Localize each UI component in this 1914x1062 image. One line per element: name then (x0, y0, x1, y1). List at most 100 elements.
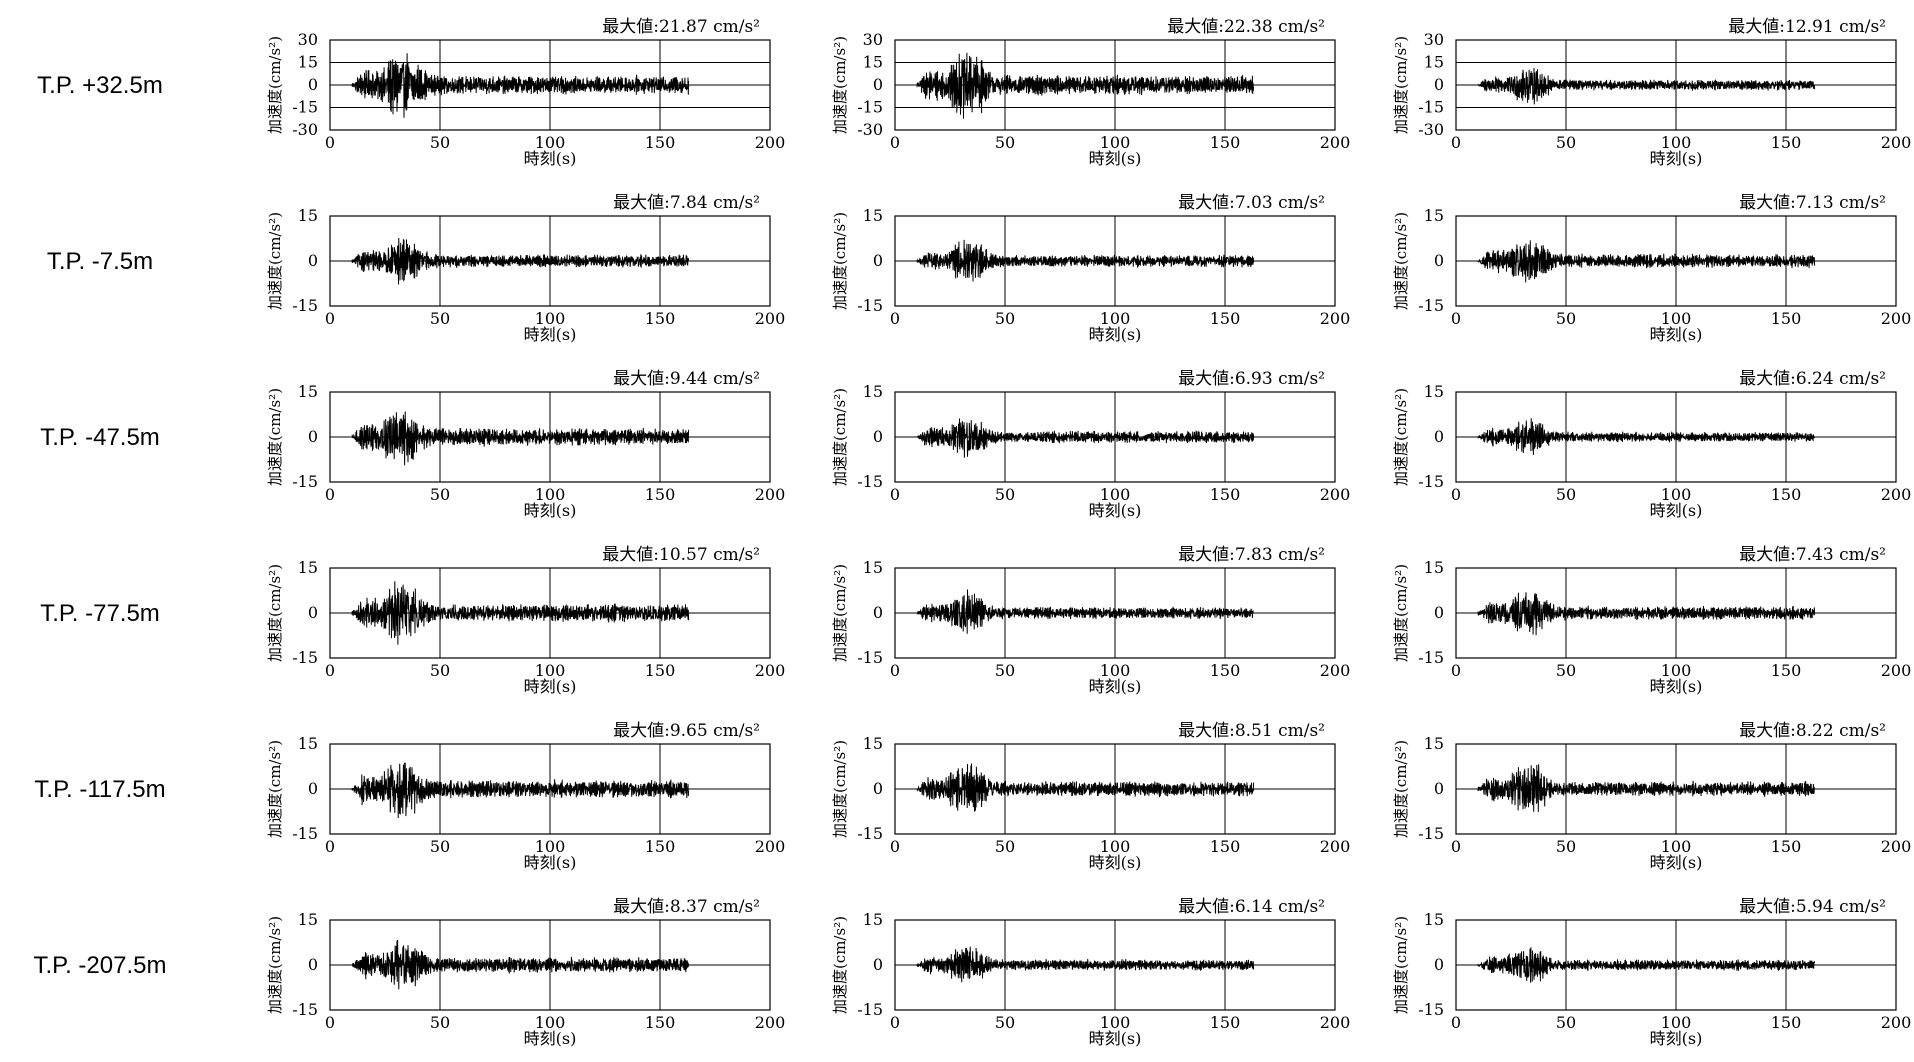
x-tick-label: 0 (1451, 837, 1461, 856)
y-tick-label: 15 (863, 734, 883, 753)
x-tick-label: 150 (1210, 661, 1241, 680)
y-tick-label: 15 (298, 910, 318, 929)
acceleration-trace (1477, 592, 1816, 636)
y-tick-label: 15 (298, 382, 318, 401)
y-tick-label: 30 (1424, 30, 1444, 49)
y-tick-label: -30 (857, 120, 883, 139)
acceleration-trace (1477, 418, 1815, 455)
x-tick-label: 100 (1661, 661, 1692, 680)
x-tick-label: 200 (1881, 1013, 1912, 1032)
row-label-elevation: T.P. -117.5m (34, 776, 166, 803)
max-value-annotation: 最大値:22.38 cm/s² (1167, 17, 1325, 37)
acceleration-trace (351, 581, 690, 645)
max-value-annotation: 最大値:12.91 cm/s² (1728, 17, 1886, 37)
x-tick-label: 100 (1100, 309, 1131, 328)
x-tick-label: 0 (890, 661, 900, 680)
acceleration-chart: 0 50 100 150 200150-15時刻(s)加速度(cm/s²)最大値:7.8… (266, 193, 785, 344)
x-axis-label: 時刻(s) (1089, 149, 1142, 168)
y-tick-label: 15 (1424, 53, 1444, 72)
plot-frame (1455, 919, 1897, 1011)
acceleration-trace (1477, 764, 1816, 812)
x-tick-label: 100 (1661, 309, 1692, 328)
acceleration-trace (1477, 947, 1816, 983)
acceleration-chart: 0 50 100 150 200150-15時刻(s)加速度(cm/s²)最大値:7.1… (1392, 193, 1911, 344)
y-tick-label: -15 (1418, 824, 1444, 843)
y-tick-label: 0 (873, 955, 883, 974)
x-axis-label: 時刻(s) (1650, 1029, 1703, 1048)
row-label-elevation: T.P. -77.5m (40, 600, 160, 627)
x-tick-label: 50 (995, 309, 1015, 328)
x-tick-label: 150 (1771, 837, 1802, 856)
x-tick-label: 150 (1210, 1013, 1241, 1032)
max-value-annotation: 最大値:7.03 cm/s² (1178, 193, 1325, 213)
x-tick-label: 50 (1556, 309, 1576, 328)
acceleration-trace (916, 763, 1255, 812)
x-tick-label: 50 (1556, 133, 1576, 152)
x-tick-label: 100 (1100, 133, 1131, 152)
x-tick-label: 200 (1320, 133, 1351, 152)
x-tick-label: 100 (1661, 485, 1692, 504)
y-tick-label: -15 (857, 824, 883, 843)
x-axis-label: 時刻(s) (1089, 1029, 1142, 1048)
x-tick-label: 150 (645, 309, 676, 328)
x-tick-label: 50 (430, 309, 450, 328)
x-axis-label: 時刻(s) (1650, 677, 1703, 696)
max-value-annotation: 最大値:7.13 cm/s² (1739, 193, 1886, 213)
y-tick-label: -15 (292, 472, 318, 491)
x-tick-label: 50 (995, 485, 1015, 504)
y-tick-label: -30 (1418, 120, 1444, 139)
y-tick-label: -30 (292, 120, 318, 139)
x-tick-label: 150 (1210, 309, 1241, 328)
x-tick-label: 50 (995, 661, 1015, 680)
x-tick-label: 50 (430, 133, 450, 152)
acceleration-trace (916, 52, 1255, 119)
x-tick-label: 200 (1320, 1013, 1351, 1032)
max-value-annotation: 最大値:6.14 cm/s² (1178, 897, 1325, 917)
x-tick-label: 200 (1320, 485, 1351, 504)
x-tick-label: 100 (1100, 661, 1131, 680)
x-tick-label: 150 (645, 1013, 676, 1032)
acceleration-chart: 0 50 100 150 200150-15時刻(s)加速度(cm/s²)最大値:5.9… (1392, 897, 1911, 1048)
plot-frame (894, 391, 1336, 483)
x-axis-label: 時刻(s) (1089, 853, 1142, 872)
y-tick-label: -15 (1418, 472, 1444, 491)
max-value-annotation: 最大値:8.22 cm/s² (1739, 721, 1886, 741)
x-tick-label: 200 (1320, 309, 1351, 328)
acceleration-chart: 0 50 100 150 200150-15時刻(s)加速度(cm/s²)最大値:6.2… (1392, 369, 1911, 520)
acceleration-chart: 0 50 100 150 200150-15時刻(s)加速度(cm/s²)最大値:9.6… (266, 721, 785, 872)
y-axis-label: 加速度(cm/s²) (266, 388, 284, 486)
x-tick-label: 200 (755, 485, 786, 504)
y-tick-label: 15 (1424, 734, 1444, 753)
y-axis-label: 加速度(cm/s²) (1392, 388, 1410, 486)
y-axis-label: 加速度(cm/s²) (1392, 564, 1410, 662)
x-tick-label: 100 (1100, 837, 1131, 856)
y-axis-label: 加速度(cm/s²) (1392, 36, 1410, 134)
x-axis-label: 時刻(s) (1650, 149, 1703, 168)
plot-frame (329, 39, 771, 131)
y-tick-label: -15 (292, 98, 318, 117)
acceleration-trace (1477, 240, 1816, 283)
y-tick-label: 0 (1434, 75, 1444, 94)
acceleration-chart: 0 50 100 150 200150-15時刻(s)加速度(cm/s²)最大値:7.4… (1392, 545, 1911, 696)
y-axis-label: 加速度(cm/s²) (266, 916, 284, 1014)
acceleration-trace (916, 589, 1254, 634)
max-value-annotation: 最大値:7.84 cm/s² (613, 193, 760, 213)
x-tick-label: 0 (325, 133, 335, 152)
y-tick-label: 0 (308, 75, 318, 94)
acceleration-trace (351, 237, 690, 285)
x-tick-label: 200 (1881, 837, 1912, 856)
y-tick-label: -15 (1418, 1000, 1444, 1019)
y-axis-label: 加速度(cm/s²) (266, 212, 284, 310)
acceleration-chart: 0 50 100 150 200150-15時刻(s)加速度(cm/s²)最大値:9.4… (266, 369, 785, 520)
y-tick-label: -15 (1418, 648, 1444, 667)
x-tick-label: 100 (1100, 485, 1131, 504)
x-tick-label: 0 (325, 309, 335, 328)
y-tick-label: -15 (1418, 296, 1444, 315)
x-tick-label: 150 (645, 661, 676, 680)
max-value-annotation: 最大値:10.57 cm/s² (602, 545, 760, 565)
y-tick-label: -15 (292, 648, 318, 667)
plot-frame (894, 567, 1336, 659)
y-tick-label: -15 (292, 296, 318, 315)
